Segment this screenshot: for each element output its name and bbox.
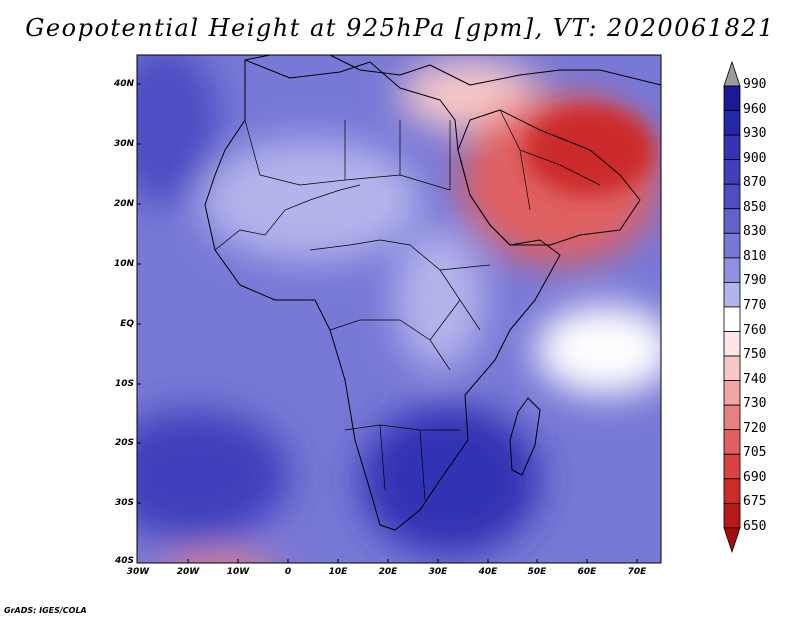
lon-label-20w: 20W — [176, 567, 200, 577]
colorbar-label: 930 — [743, 126, 767, 142]
colorbar-box — [723, 208, 741, 234]
colorbar-box — [723, 257, 741, 283]
south-atlantic-high — [137, 410, 290, 540]
colorbar-box — [723, 331, 741, 357]
colorbar-box — [723, 85, 741, 111]
lon-label-50e: 50E — [527, 567, 547, 577]
lat-label-30n: 30N — [113, 139, 134, 149]
colorbar-box — [723, 380, 741, 406]
arabia-coastline — [457, 109, 641, 246]
colorbar-label: 720 — [743, 420, 767, 436]
colorbar-label: 770 — [743, 297, 767, 313]
border-sahara-north — [244, 119, 451, 190]
lon-label-0: 0 — [284, 567, 292, 577]
map-frame — [136, 54, 662, 564]
colorbar-label: 810 — [743, 248, 767, 264]
lon-label-10w: 10W — [226, 567, 250, 577]
colorbar-box — [723, 404, 741, 431]
border-central — [309, 239, 491, 271]
colorbar-label: 705 — [743, 445, 767, 461]
lat-label-20s: 20S — [114, 438, 134, 448]
border-congo — [329, 319, 451, 371]
colorbar-box — [723, 183, 741, 210]
east-africa-low — [395, 230, 485, 370]
country-borders — [214, 109, 601, 501]
colorbar-box — [723, 134, 741, 161]
colorbar-label: 675 — [743, 494, 767, 510]
lat-label-40n: 40N — [113, 79, 134, 89]
colorbar-label: 900 — [743, 150, 767, 166]
border-west-africa — [214, 184, 361, 251]
lat-label-eq: EQ — [120, 319, 134, 329]
colorbar-box — [723, 355, 741, 381]
colorbar-label: 870 — [743, 175, 767, 191]
colorbar-label: 790 — [743, 273, 767, 289]
colorbar-label: 830 — [743, 224, 767, 240]
lat-label-30s: 30S — [114, 498, 134, 508]
colorbar-box — [723, 281, 741, 308]
colorbar-label: 850 — [743, 199, 767, 215]
border-arabia — [499, 109, 601, 211]
colorbar-bottom-triangle — [723, 527, 741, 554]
colorbar-label: 960 — [743, 101, 767, 117]
lon-label-20e: 20E — [378, 567, 398, 577]
axis-ticks — [137, 83, 638, 563]
colorbar-box — [723, 232, 741, 259]
colorbar-box — [723, 502, 741, 529]
lon-label-40e: 40E — [478, 567, 498, 577]
coastlines — [204, 54, 662, 531]
southern-africa-high — [360, 405, 540, 555]
colorbar-box — [723, 306, 741, 332]
colorbar-label: 730 — [743, 396, 767, 412]
chart-title: Geopotential Height at 925hPa [gpm], VT:… — [25, 14, 775, 42]
colorbar-box — [723, 453, 741, 480]
colorbar-box — [723, 478, 741, 504]
lat-label-20n: 20N — [113, 199, 134, 209]
lon-label-10e: 10E — [328, 567, 348, 577]
africa-coastline — [204, 59, 561, 531]
lon-label-60e: 60E — [577, 567, 597, 577]
colorbar-label: 760 — [743, 322, 767, 338]
north-atlantic-high — [137, 55, 220, 205]
colorbar — [723, 60, 741, 554]
colorbar-box — [723, 429, 741, 455]
colorbar-label: 740 — [743, 371, 767, 387]
southern-margin-low — [175, 557, 265, 563]
lon-label-70e: 70E — [627, 567, 647, 577]
colorbar-label: 690 — [743, 469, 767, 485]
border-east — [429, 269, 481, 341]
lon-label-30e: 30E — [428, 567, 448, 577]
lon-label-30w: 30W — [126, 567, 150, 577]
border-south — [344, 424, 460, 501]
lat-label-10n: 10N — [113, 259, 134, 269]
lat-label-40s: 40S — [114, 556, 134, 566]
colorbar-label: 990 — [743, 77, 767, 92]
colorbar-top-triangle — [723, 60, 741, 87]
europe-coastline — [244, 54, 662, 86]
lat-label-10s: 10S — [114, 379, 134, 389]
indian-ocean-low — [535, 305, 661, 395]
colorbar-box — [723, 110, 741, 136]
colorbar-box — [723, 159, 741, 185]
grads-credit: GrADS: IGES/COLA — [4, 606, 87, 615]
colorbar-label: 750 — [743, 347, 767, 363]
height-field — [137, 55, 661, 563]
colorbar-label: 650 — [743, 518, 767, 534]
madagascar-coastline — [509, 397, 541, 476]
